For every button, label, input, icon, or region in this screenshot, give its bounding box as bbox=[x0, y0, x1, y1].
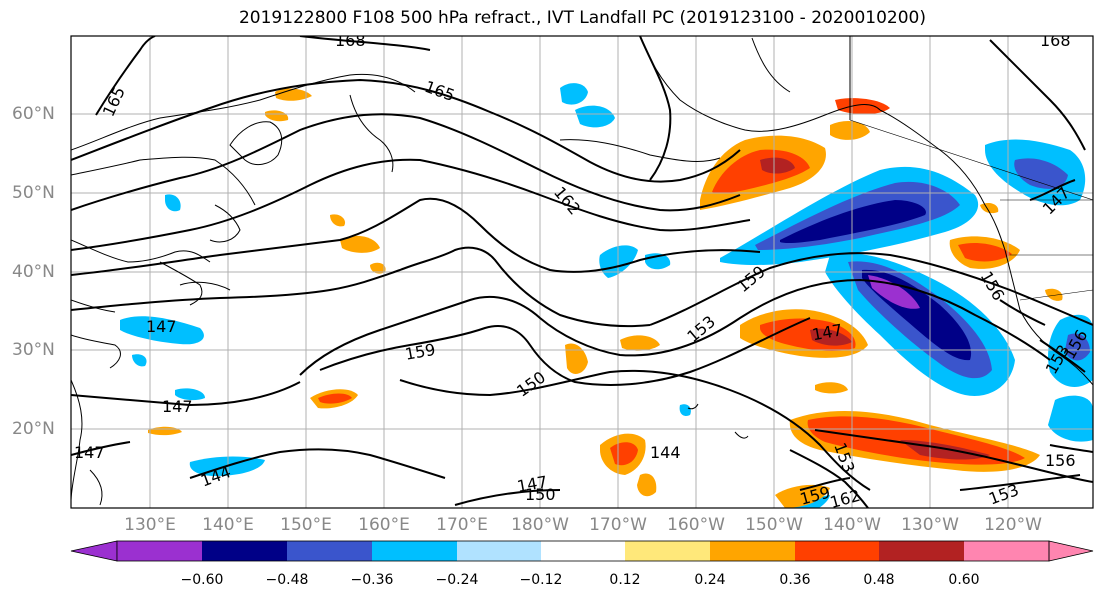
lon-label: 140°W bbox=[823, 515, 881, 535]
colorbar-tick-label: −0.48 bbox=[265, 572, 309, 588]
contour-label: 147 bbox=[146, 317, 177, 336]
colorbar-segment bbox=[625, 541, 710, 561]
contour-label: 147 bbox=[74, 443, 105, 462]
colorbar-segment bbox=[541, 541, 625, 561]
contour-label: 162 bbox=[828, 486, 862, 512]
contour-label: 168 bbox=[1040, 31, 1071, 50]
lon-label: 120°W bbox=[984, 515, 1042, 535]
lon-label: 130°E bbox=[124, 515, 176, 535]
colorbar-tick-label: −0.36 bbox=[350, 572, 394, 588]
map-frame bbox=[70, 35, 1094, 509]
colorbar-extend-high bbox=[1048, 540, 1094, 562]
colorbar-segment bbox=[964, 541, 1049, 561]
colorbar-segment bbox=[117, 541, 202, 561]
colorbar-segment bbox=[202, 541, 287, 561]
lat-label: 20°N bbox=[12, 419, 55, 439]
contour-label: 156 bbox=[1045, 451, 1076, 470]
colorbar-extend-low bbox=[70, 540, 118, 562]
colorbar-segment bbox=[372, 541, 457, 561]
colorbar-segment bbox=[795, 541, 879, 561]
contour-label: 168 bbox=[335, 31, 366, 50]
lon-label: 180°W bbox=[511, 515, 569, 535]
lon-label: 170°W bbox=[589, 515, 647, 535]
lon-label: 140°E bbox=[202, 515, 254, 535]
colorbar-tick-label: −0.12 bbox=[519, 572, 563, 588]
lon-label: 170°E bbox=[436, 515, 488, 535]
colorbar-segment bbox=[879, 541, 964, 561]
contour-label: 147 bbox=[162, 397, 193, 416]
colorbar-segment bbox=[457, 541, 541, 561]
lon-label: 150°W bbox=[745, 515, 803, 535]
colorbar-tick-label: 0.60 bbox=[948, 572, 980, 588]
colorbar-outline bbox=[116, 540, 1050, 562]
lon-label: 160°W bbox=[667, 515, 725, 535]
lat-label: 50°N bbox=[12, 183, 55, 203]
colorbar-segment bbox=[710, 541, 795, 561]
colorbar-tick-label: 0.36 bbox=[779, 572, 811, 588]
colorbar-segment bbox=[287, 541, 372, 561]
colorbar-tick-label: −0.24 bbox=[435, 572, 479, 588]
lon-label: 150°E bbox=[280, 515, 332, 535]
colorbar-tick-label: −0.60 bbox=[180, 572, 224, 588]
contour-label: 144 bbox=[650, 443, 681, 462]
colorbar-tick-label: 0.12 bbox=[609, 572, 641, 588]
lat-label: 60°N bbox=[12, 104, 55, 124]
negative-anomaly-shading bbox=[120, 83, 1093, 508]
lat-label: 40°N bbox=[12, 262, 55, 282]
colorbar-tick-label: 0.48 bbox=[863, 572, 895, 588]
lon-label: 160°E bbox=[358, 515, 410, 535]
colorbar-tick-label: 0.24 bbox=[694, 572, 726, 588]
contour-label: 150 bbox=[525, 485, 556, 504]
map-title: 2019122800 F108 500 hPa refract., IVT La… bbox=[238, 8, 926, 28]
contour-lines bbox=[71, 36, 1093, 508]
colorbar bbox=[70, 540, 1094, 562]
lat-label: 30°N bbox=[12, 340, 55, 360]
lon-label: 130°W bbox=[901, 515, 959, 535]
